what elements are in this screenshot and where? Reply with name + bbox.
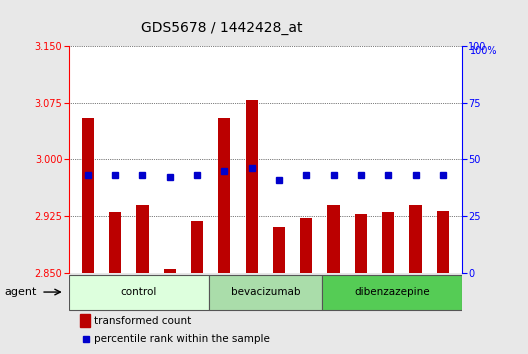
Bar bbox=[82, 118, 94, 273]
Bar bbox=[191, 221, 203, 273]
Text: GDS5678 / 1442428_at: GDS5678 / 1442428_at bbox=[141, 21, 303, 35]
Bar bbox=[109, 212, 121, 273]
Bar bbox=[382, 212, 394, 273]
Text: agent: agent bbox=[5, 287, 37, 297]
Bar bbox=[355, 215, 367, 273]
Bar bbox=[437, 211, 449, 273]
FancyBboxPatch shape bbox=[69, 275, 209, 309]
Text: 100%: 100% bbox=[470, 46, 497, 56]
Text: percentile rank within the sample: percentile rank within the sample bbox=[94, 334, 270, 344]
Text: dibenzazepine: dibenzazepine bbox=[354, 287, 430, 297]
Text: bevacizumab: bevacizumab bbox=[231, 287, 300, 297]
Bar bbox=[300, 218, 313, 273]
Bar bbox=[273, 227, 285, 273]
Bar bbox=[80, 314, 90, 327]
Bar bbox=[409, 205, 422, 273]
Text: transformed count: transformed count bbox=[94, 316, 192, 326]
Bar bbox=[164, 269, 176, 273]
Bar bbox=[218, 118, 231, 273]
Bar bbox=[136, 205, 148, 273]
Bar bbox=[246, 101, 258, 273]
Text: control: control bbox=[121, 287, 157, 297]
Bar bbox=[327, 205, 340, 273]
FancyBboxPatch shape bbox=[209, 275, 322, 309]
FancyBboxPatch shape bbox=[322, 275, 462, 309]
